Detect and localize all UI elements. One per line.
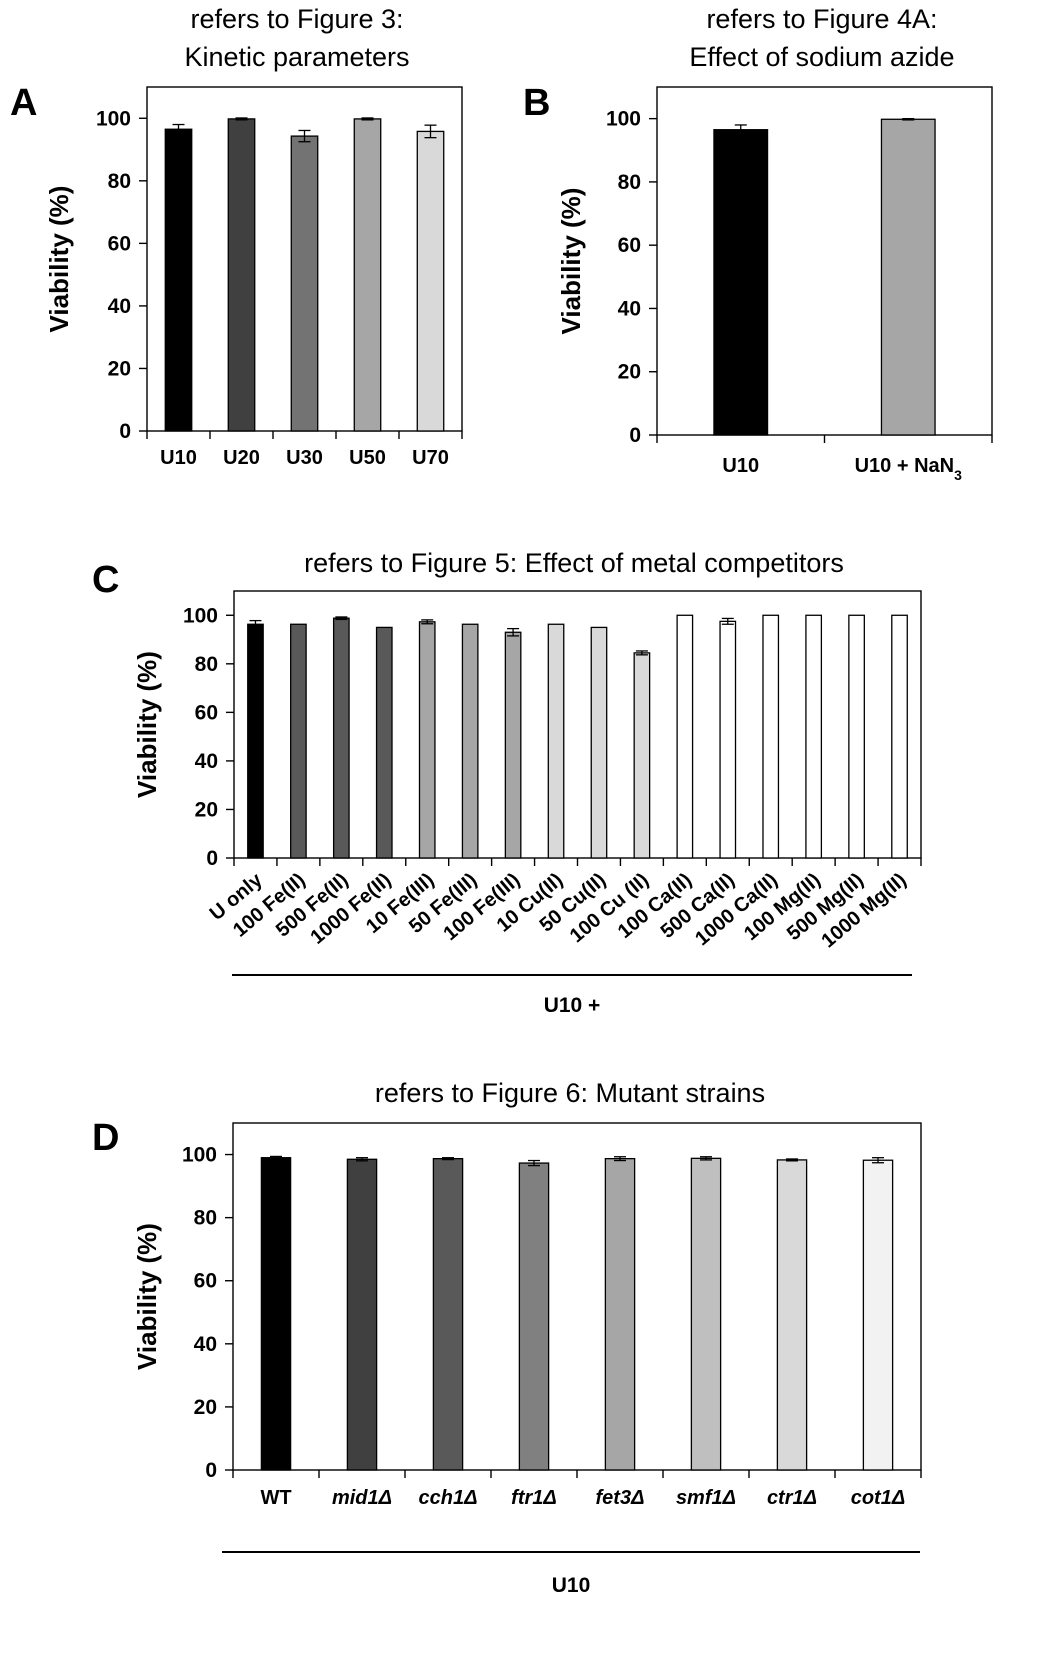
y-tick-label: 0	[206, 847, 218, 870]
y-tick-label: 100	[96, 107, 131, 130]
y-tick-label: 80	[618, 171, 641, 194]
y-tick-label: 40	[195, 750, 218, 773]
panel-title: refers to Figure 6: Mutant strains	[375, 1078, 765, 1108]
y-tick-label: 0	[629, 424, 641, 447]
bar	[247, 623, 264, 859]
panel-label: A	[10, 82, 37, 124]
panel-title: Effect of sodium azide	[689, 42, 954, 72]
x-tick-label: ftr1Δ	[511, 1487, 557, 1509]
y-tick-label: 80	[195, 653, 218, 676]
bar	[762, 614, 780, 859]
x-tick-label: U20	[223, 447, 260, 469]
bar	[518, 1162, 550, 1471]
y-axis-label: Viability (%)	[132, 1223, 162, 1370]
bar	[633, 652, 651, 859]
bar	[604, 1157, 636, 1471]
bar	[418, 621, 436, 859]
bar	[719, 620, 737, 859]
panel-c: refers to Figure 5: Effect of metal comp…	[92, 548, 922, 1017]
bar	[260, 1157, 292, 1471]
bar	[353, 118, 382, 432]
y-tick-label: 60	[618, 234, 641, 257]
y-tick-label: 20	[195, 798, 218, 821]
x-tick-label: cch1Δ	[418, 1487, 477, 1509]
x-tick-label: cot1Δ	[851, 1487, 906, 1509]
y-tick-label: 0	[205, 1459, 217, 1482]
panel-a: refers to Figure 3: Kinetic parameters A 0 2…	[10, 4, 463, 469]
x-tick-label: U10 + NaN3	[855, 455, 963, 483]
bar	[416, 130, 445, 432]
bar	[432, 1157, 464, 1471]
panel-label: B	[523, 82, 550, 124]
bar	[504, 631, 522, 859]
group-label: U10 +	[544, 994, 601, 1017]
panel-title: Kinetic parameters	[184, 42, 409, 72]
y-tick-label: 40	[108, 295, 131, 318]
panel-title: refers to Figure 4A:	[706, 4, 937, 34]
x-tick-label: U30	[286, 447, 323, 469]
x-tick-label: U10	[722, 455, 759, 477]
bar	[590, 626, 608, 859]
bar	[375, 626, 393, 859]
x-tick-label: WT	[260, 1487, 291, 1509]
bar	[547, 623, 565, 859]
panel-label: C	[92, 559, 119, 601]
bar	[164, 128, 193, 432]
bar	[290, 623, 307, 859]
y-tick-label: 100	[182, 1144, 217, 1167]
bar	[776, 1159, 808, 1471]
y-tick-label: 20	[108, 357, 131, 380]
y-tick-label: 20	[618, 361, 641, 384]
bar	[690, 1157, 722, 1471]
x-tick-label: ctr1Δ	[767, 1487, 817, 1509]
y-axis-label: Viability (%)	[132, 651, 162, 798]
x-tick-label: U70	[412, 447, 449, 469]
y-tick-label: 100	[183, 604, 218, 627]
x-tick-label: fet3Δ	[596, 1487, 645, 1509]
bar	[713, 129, 769, 436]
bar	[461, 623, 479, 859]
plot-frame	[656, 86, 993, 436]
panel-d: refers to Figure 6: Mutant strains D 0 20 40…	[92, 1078, 922, 1597]
bar	[290, 135, 319, 432]
x-tick-label: U10	[160, 447, 197, 469]
y-axis-label: Viability (%)	[44, 186, 74, 333]
y-tick-label: 100	[606, 108, 641, 131]
bar	[862, 1159, 894, 1471]
y-tick-label: 80	[194, 1207, 217, 1230]
y-tick-label: 60	[195, 701, 218, 724]
bar	[676, 614, 694, 859]
x-tick-label: smf1Δ	[676, 1487, 736, 1509]
bar	[227, 118, 256, 432]
bar	[891, 614, 908, 859]
bar	[880, 118, 936, 436]
bar	[332, 617, 350, 859]
y-tick-label: 60	[108, 232, 131, 255]
y-tick-label: 80	[108, 170, 131, 193]
bar	[346, 1158, 378, 1471]
y-tick-label: 40	[618, 297, 641, 320]
y-tick-label: 20	[194, 1396, 217, 1419]
x-tick-label: U50	[349, 447, 386, 469]
bar	[805, 614, 823, 859]
bar	[848, 614, 865, 859]
y-axis-label: Viability (%)	[556, 188, 586, 335]
y-tick-label: 0	[119, 420, 131, 443]
panel-title: refers to Figure 3:	[190, 4, 403, 34]
group-label: U10	[552, 1574, 591, 1597]
plot-frame	[232, 1122, 922, 1471]
panel-title: refers to Figure 5: Effect of metal comp…	[304, 548, 844, 578]
panel-label: D	[92, 1117, 119, 1159]
panel-b: refers to Figure 4A: Effect of sodium azi…	[523, 4, 993, 483]
y-tick-label: 60	[194, 1270, 217, 1293]
x-tick-label: mid1Δ	[332, 1487, 392, 1509]
y-tick-label: 40	[194, 1333, 217, 1356]
